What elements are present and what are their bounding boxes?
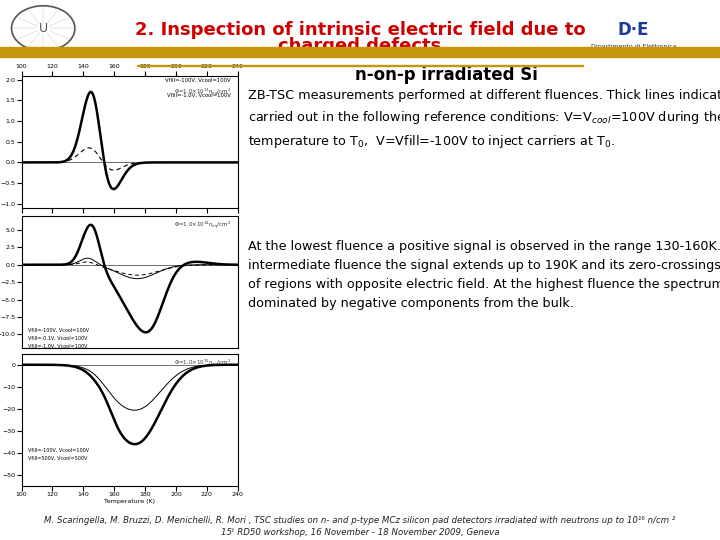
Text: M. Scaringella, M. Bruzzi, D. Menichelli, R. Mori , TSC studies on n- and p-type: M. Scaringella, M. Bruzzi, D. Menichelli… (45, 516, 675, 537)
Text: Vfill=-1.0V, Vcool=100V: Vfill=-1.0V, Vcool=100V (28, 343, 88, 348)
Text: $\Phi$=1.0×10$^{14}$n$_{eq}$/cm$^2$: $\Phi$=1.0×10$^{14}$n$_{eq}$/cm$^2$ (174, 220, 231, 232)
Text: Vfill=-0.1V, Vcool=100V: Vfill=-0.1V, Vcool=100V (28, 335, 88, 340)
Text: $\Phi$=1.0×10$^{13}$n$_{eq}$/cm$^2$: $\Phi$=1.0×10$^{13}$n$_{eq}$/cm$^2$ (174, 86, 231, 98)
Text: At the lowest fluence a positive signal is observed in the range 130-160K. At th: At the lowest fluence a positive signal … (248, 240, 720, 310)
Text: Dipartimento di Elettronica: Dipartimento di Elettronica (591, 44, 676, 50)
X-axis label: Temperature (K): Temperature (K) (104, 498, 155, 504)
Text: "Giorgio Bonera": "Giorgio Bonera" (607, 49, 660, 55)
Text: U: U (39, 22, 48, 35)
Text: n-on-p irradiated Si: n-on-p irradiated Si (355, 65, 538, 84)
Text: Vfill=500V, Vcool=500V: Vfill=500V, Vcool=500V (28, 456, 87, 461)
Y-axis label: Current (pA): Current (pA) (0, 401, 1, 439)
Text: charged defects: charged defects (279, 37, 441, 55)
Text: Vfill=-100V, Vcool=100V: Vfill=-100V, Vcool=100V (28, 327, 89, 333)
Text: ZB-TSC measurements performed at different fluences. Thick lines indicate measur: ZB-TSC measurements performed at differe… (248, 89, 720, 151)
Text: $\Phi$=1.0×10$^{15}$n$_{eq}$/cm$^2$: $\Phi$=1.0×10$^{15}$n$_{eq}$/cm$^2$ (174, 357, 231, 369)
Text: 2. Inspection of intrinsic electric field due to: 2. Inspection of intrinsic electric fiel… (135, 21, 585, 39)
Text: Vfill=-100V, Vcool=100V: Vfill=-100V, Vcool=100V (166, 78, 231, 83)
Text: Vfill=-1.0V, Vcool=100V: Vfill=-1.0V, Vcool=100V (167, 93, 231, 98)
Text: Vfill=-100V, Vcool=100V: Vfill=-100V, Vcool=100V (28, 448, 89, 453)
Text: D·E: D·E (618, 21, 649, 39)
